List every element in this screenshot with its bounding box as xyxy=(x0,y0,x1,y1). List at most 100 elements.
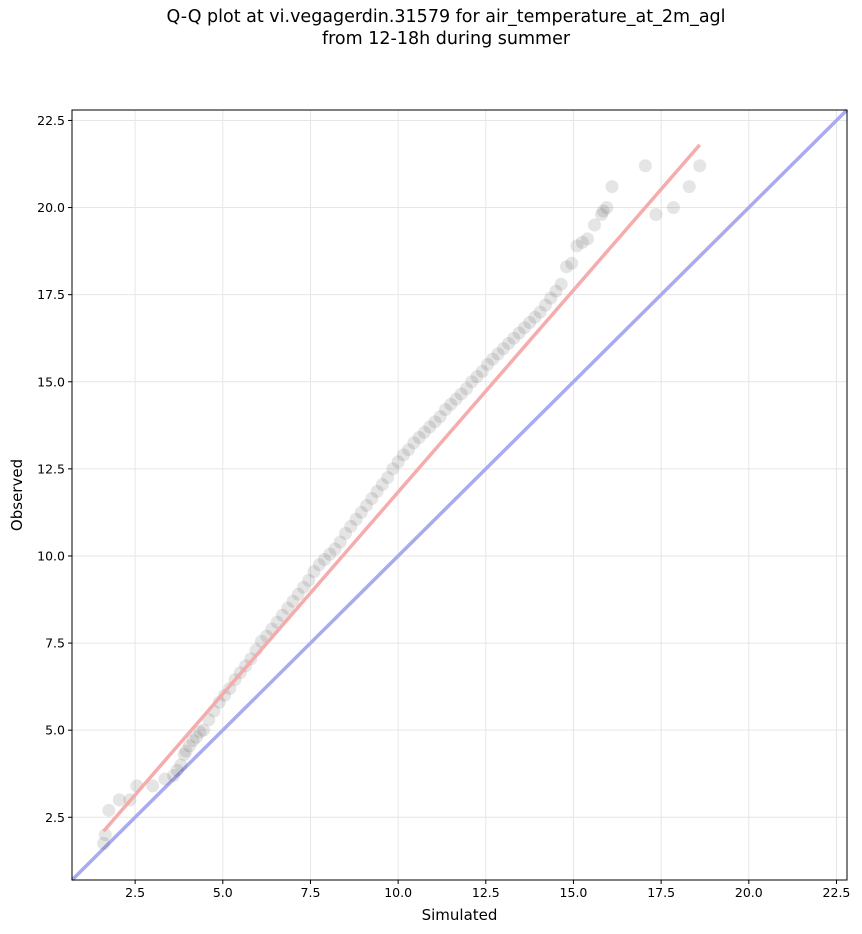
y-tick-label: 12.5 xyxy=(37,461,65,476)
y-axis-label: Observed xyxy=(8,459,26,531)
quantile-point xyxy=(554,277,568,291)
quantile-point xyxy=(307,565,321,579)
quantile-point xyxy=(465,375,479,389)
plot-frame xyxy=(71,109,848,881)
quantile-point xyxy=(570,239,584,253)
quantile-point xyxy=(170,763,184,777)
quantile-point xyxy=(381,471,395,485)
quantile-point xyxy=(375,478,389,492)
quantile-point xyxy=(354,505,368,519)
quantile-point xyxy=(638,159,652,173)
quantile-points-layer xyxy=(97,159,707,850)
quantile-point xyxy=(533,305,547,319)
quantile-point xyxy=(174,758,188,772)
quantile-point xyxy=(97,836,111,850)
grid-layer xyxy=(72,110,847,880)
quantile-point xyxy=(428,415,442,429)
quantile-point xyxy=(502,336,516,350)
quantile-point xyxy=(412,431,426,445)
quantile-point xyxy=(344,519,358,533)
x-tick-label: 22.5 xyxy=(823,885,851,900)
ticks-layer: 2.5 5.0 7.5 10.0 12.5 15.0 17.5 20.0 22.5 2.5 5.0 7… xyxy=(37,113,850,900)
quantile-point xyxy=(454,387,468,401)
quantile-point xyxy=(158,772,172,786)
fit-line xyxy=(102,143,702,833)
quantile-point xyxy=(549,284,563,298)
quantile-point xyxy=(189,730,203,744)
quantile-point xyxy=(177,748,191,762)
quantile-point xyxy=(349,512,363,526)
y-tick-label: 22.5 xyxy=(37,113,65,128)
quantile-point xyxy=(565,256,579,270)
quantile-point xyxy=(291,587,305,601)
quantile-point xyxy=(275,608,289,622)
quantile-point xyxy=(417,425,431,439)
quantile-point xyxy=(538,298,552,312)
quantile-point xyxy=(396,448,410,462)
y-tick-label: 17.5 xyxy=(37,287,65,302)
quantile-point xyxy=(517,321,531,335)
quantile-point xyxy=(423,420,437,434)
quantile-point xyxy=(470,370,484,384)
quantile-point xyxy=(333,535,347,549)
x-tick-label: 7.5 xyxy=(301,885,321,900)
y-tick-label: 20.0 xyxy=(37,200,65,215)
quantile-point xyxy=(507,331,521,345)
x-tick-label: 5.0 xyxy=(213,885,233,900)
reference-line xyxy=(70,108,849,882)
quantile-point xyxy=(218,688,232,702)
quantile-point xyxy=(286,594,300,608)
quantile-point xyxy=(575,235,589,249)
quantile-point xyxy=(475,364,489,378)
quantile-point xyxy=(682,180,696,194)
reference-line-layer xyxy=(70,108,849,882)
quantile-point xyxy=(167,768,181,782)
quantile-point xyxy=(496,342,510,356)
quantile-point xyxy=(391,455,405,469)
y-tick-label: 10.0 xyxy=(37,548,65,563)
quantile-point xyxy=(433,410,447,424)
quantile-point xyxy=(666,201,680,215)
quantile-point xyxy=(98,828,112,842)
quantile-point xyxy=(407,436,421,450)
quantile-point xyxy=(693,159,707,173)
quantile-point xyxy=(491,347,505,361)
quantile-point xyxy=(112,793,126,807)
quantile-point xyxy=(649,208,663,222)
quantile-point xyxy=(596,204,610,218)
quantile-point xyxy=(481,357,495,371)
quantile-point xyxy=(312,558,326,572)
quantile-point xyxy=(600,201,614,215)
quantile-point xyxy=(444,397,458,411)
quantile-point xyxy=(146,779,160,793)
x-tick-label: 2.5 xyxy=(125,885,145,900)
quantile-point xyxy=(438,403,452,417)
y-tick-label: 15.0 xyxy=(37,374,65,389)
y-tick-label: 5.0 xyxy=(45,723,65,738)
quantile-point xyxy=(281,601,295,615)
quantile-point xyxy=(580,232,594,246)
quantile-point xyxy=(559,260,573,274)
quantile-point xyxy=(197,723,211,737)
chart-title-line-1: Q-Q plot at vi.vegagerdin.31579 for air_… xyxy=(166,7,726,27)
quantile-point xyxy=(296,580,310,594)
quantile-point xyxy=(193,725,207,739)
quantile-point xyxy=(302,573,316,587)
x-tick-label: 20.0 xyxy=(735,885,763,900)
quantile-point xyxy=(370,485,384,499)
chart-title-line-2: from 12-18h during summer xyxy=(321,29,571,49)
quantile-point xyxy=(449,392,463,406)
x-tick-label: 17.5 xyxy=(647,885,675,900)
quantile-point xyxy=(512,326,526,340)
quantile-point xyxy=(528,310,542,324)
quantile-point xyxy=(365,491,379,505)
quantile-point xyxy=(386,462,400,476)
x-tick-label: 12.5 xyxy=(472,885,500,900)
quantile-point xyxy=(186,734,200,748)
quantile-point xyxy=(544,291,558,305)
x-axis-label: Simulated xyxy=(422,906,498,924)
quantile-point xyxy=(588,218,602,232)
quantile-point xyxy=(402,443,416,457)
fit-line-layer xyxy=(102,143,702,833)
